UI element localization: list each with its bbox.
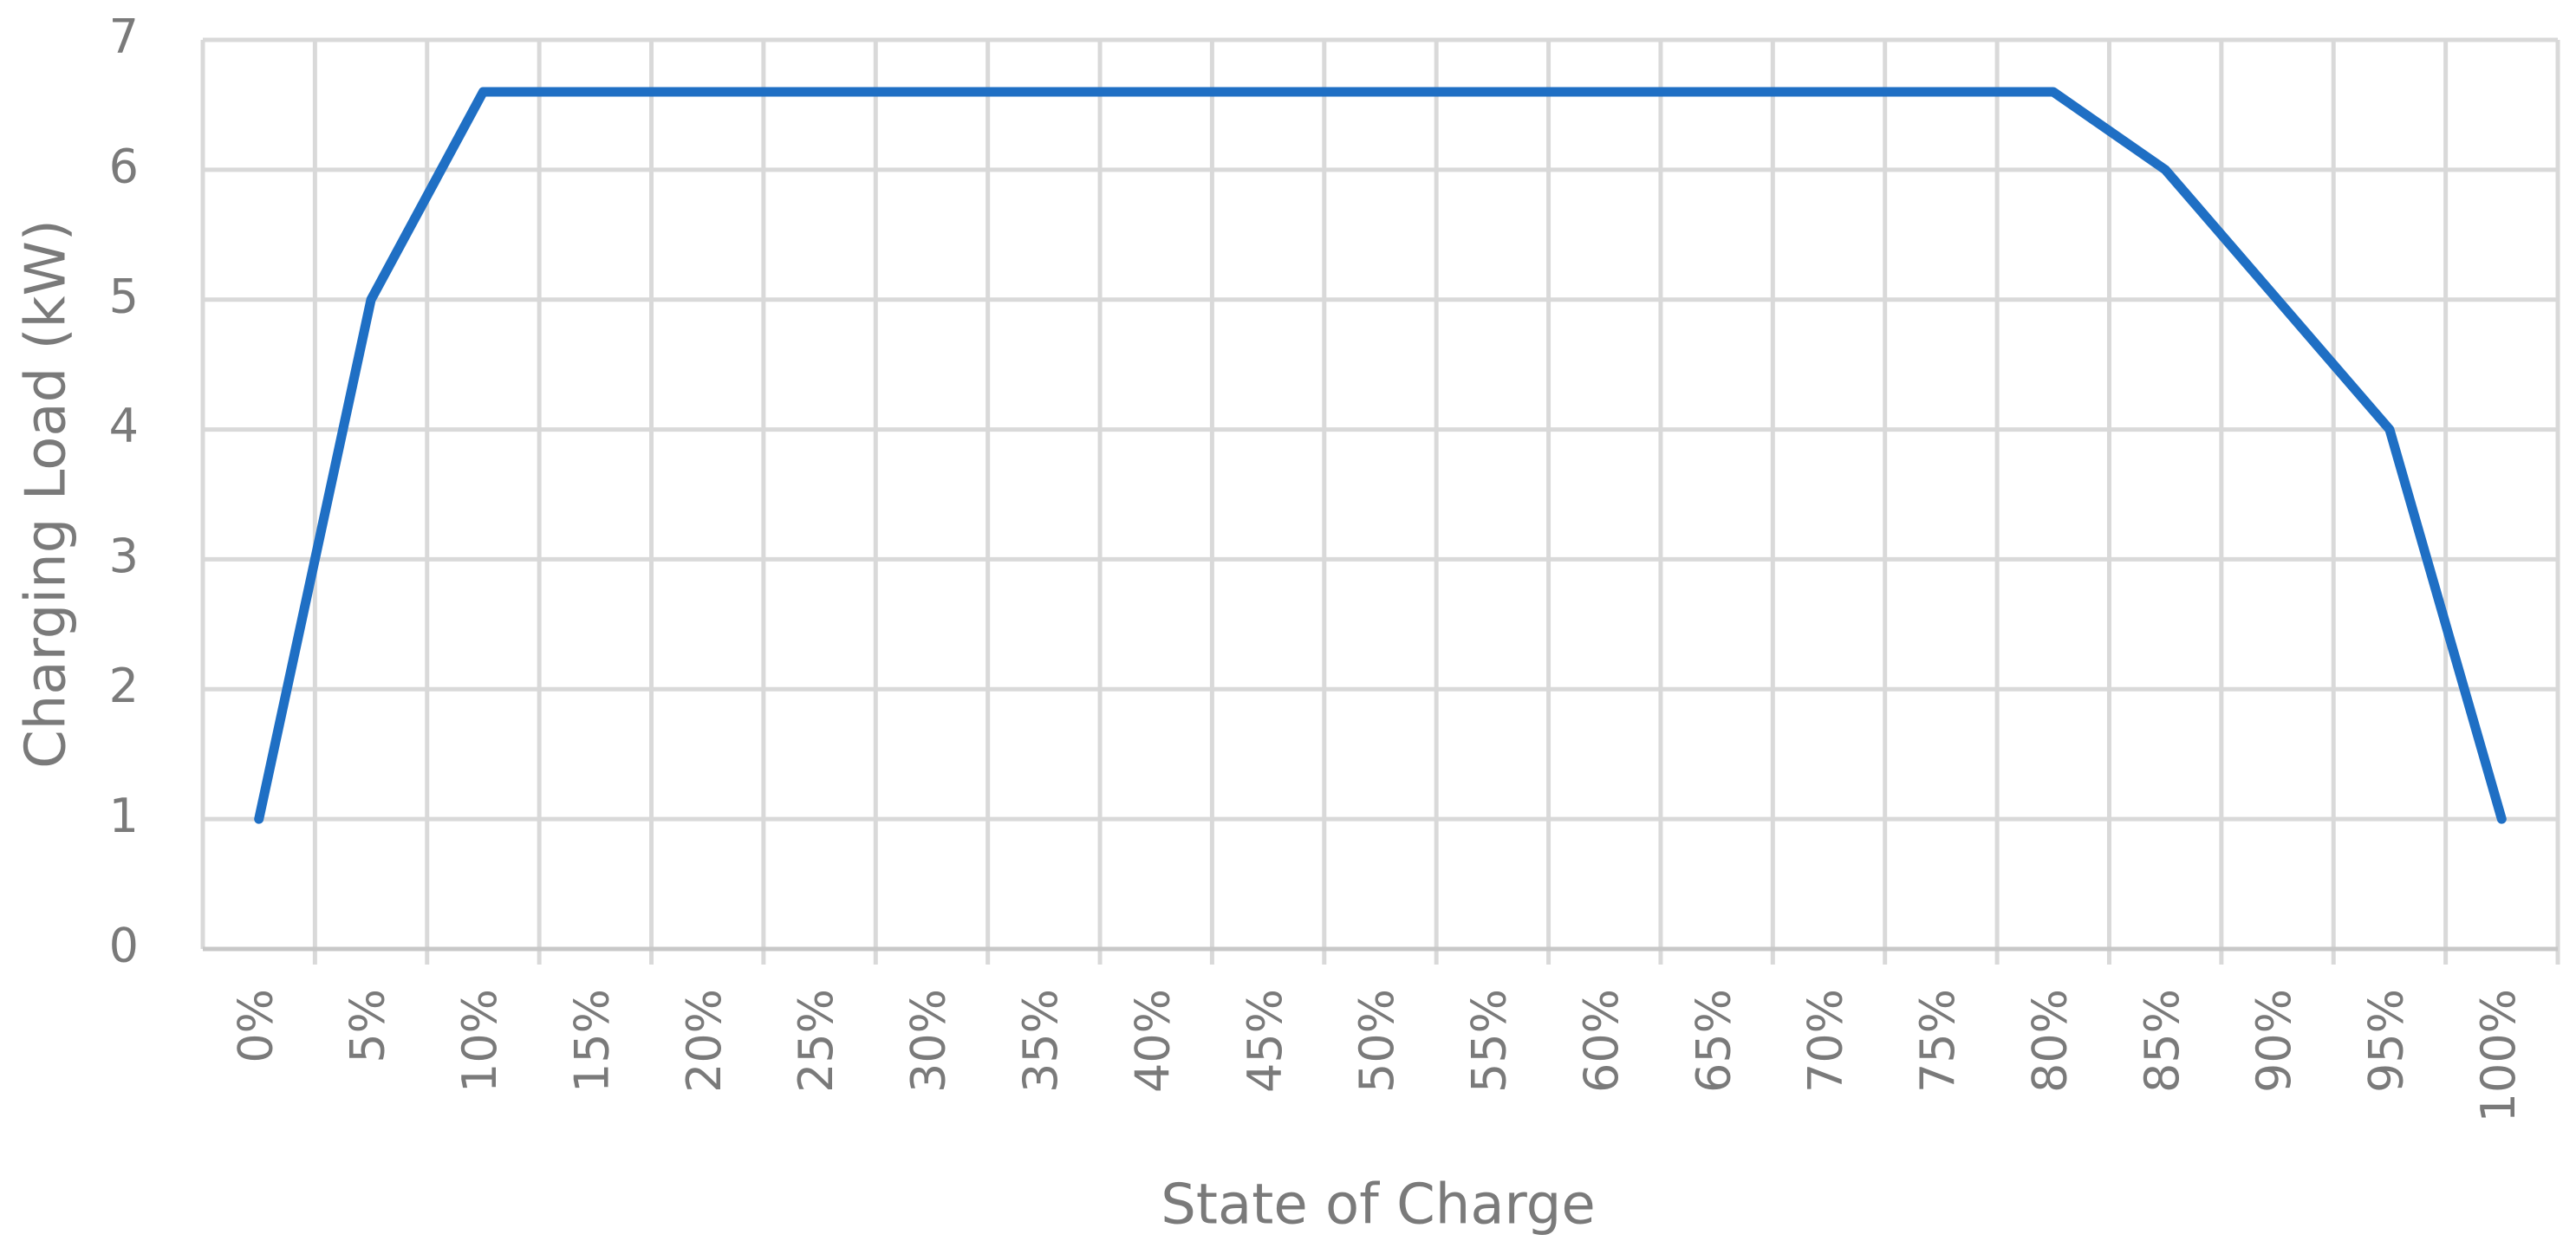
x-tick-label: 100%	[2471, 989, 2526, 1122]
x-tick-label: 15%	[564, 989, 619, 1093]
x-tick-label: 45%	[1238, 989, 1292, 1093]
x-tick-label: 70%	[1799, 989, 1853, 1093]
y-tick-label: 0	[109, 919, 139, 973]
x-tick-label: 0%	[228, 989, 283, 1063]
y-tick-label: 4	[109, 399, 139, 453]
y-axis-title: Charging Load (kW)	[15, 219, 79, 769]
x-tick-label: 50%	[1350, 989, 1404, 1093]
x-tick-label: 40%	[1125, 989, 1180, 1093]
y-tick-label: 2	[109, 659, 139, 713]
y-tick-label: 6	[109, 139, 139, 193]
x-tick-label: 60%	[1574, 989, 1629, 1093]
data-line	[254, 87, 2507, 824]
x-tick-label: 10%	[452, 989, 507, 1093]
x-tick-label: 25%	[789, 989, 843, 1093]
x-tick-label: 80%	[2022, 989, 2077, 1093]
x-tick-label: 20%	[677, 989, 732, 1093]
x-tick-label: 65%	[1686, 989, 1740, 1093]
x-tick-label: 75%	[1910, 989, 1965, 1093]
x-axis-title: State of Charge	[1161, 1173, 1595, 1238]
x-tick-label: 85%	[2135, 989, 2189, 1093]
x-tick-label: 55%	[1462, 989, 1517, 1093]
y-tick-label: 7	[109, 10, 139, 64]
y-tick-label: 1	[109, 789, 139, 843]
x-tick-label: 5%	[341, 989, 395, 1063]
x-tick-label: 30%	[901, 989, 956, 1093]
x-tick-label: 35%	[1013, 989, 1068, 1093]
y-tick-label: 3	[109, 529, 139, 583]
x-tick-label: 90%	[2247, 989, 2301, 1093]
x-tick-label: 95%	[2359, 989, 2414, 1093]
y-tick-label: 5	[109, 269, 139, 323]
